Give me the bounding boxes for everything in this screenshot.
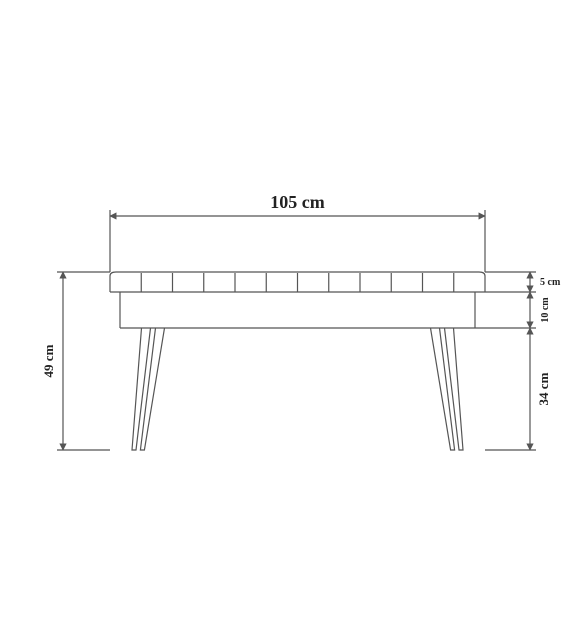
cushion-height-dimension-label: 5 cm: [540, 277, 561, 288]
frame-height-dimension-label: 10 cm: [540, 297, 551, 323]
bench-dimension-diagram: 105 cm 49 cm 5 cm 10 cm 34 cm: [0, 0, 587, 619]
legs-height-dimension-label: 34 cm: [536, 372, 551, 405]
total-height-dimension-label: 49 cm: [41, 344, 56, 377]
width-dimension-label: 105 cm: [270, 192, 324, 212]
